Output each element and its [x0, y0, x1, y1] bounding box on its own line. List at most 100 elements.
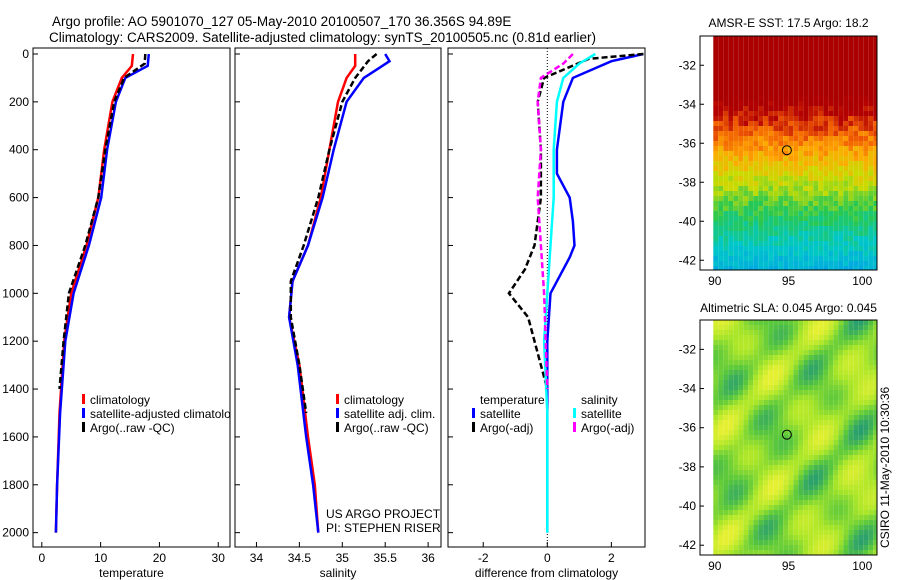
map-cell: [838, 256, 844, 261]
map-cell: [778, 445, 784, 450]
map-cell: [768, 226, 774, 231]
map-cell: [808, 550, 814, 555]
map-cell: [768, 151, 774, 156]
map-cell: [863, 455, 869, 460]
map-cell: [783, 515, 789, 520]
map-cell: [838, 415, 844, 420]
map-cell: [758, 540, 764, 545]
map-cell: [738, 465, 744, 470]
map-cell: [783, 126, 789, 131]
map-cell: [748, 460, 754, 465]
map-cell: [798, 236, 804, 241]
map-cell: [728, 206, 734, 211]
map-cell: [758, 241, 764, 246]
map-cell: [728, 61, 734, 66]
map-cell: [748, 86, 754, 91]
map-cell: [738, 455, 744, 460]
map-cell: [728, 385, 734, 390]
map-cell: [758, 350, 764, 355]
map-cell: [863, 480, 869, 485]
map-cell: [848, 206, 854, 211]
map-cell: [828, 41, 834, 46]
map-cell: [773, 261, 779, 266]
map-cell: [803, 370, 809, 375]
y-tick-label: 1200: [2, 334, 29, 348]
map-cell: [778, 156, 784, 161]
map-cell: [868, 136, 874, 141]
map-cell: [783, 91, 789, 96]
map-cell: [818, 51, 824, 56]
map-cell: [853, 76, 859, 81]
map-cell: [808, 415, 814, 420]
map-cell: [733, 101, 739, 106]
map-cell: [763, 465, 769, 470]
map-cell: [728, 485, 734, 490]
map-cell: [868, 485, 874, 490]
map-cell: [803, 375, 809, 380]
map-cell: [723, 96, 729, 101]
map-cell: [743, 101, 749, 106]
map-cell: [743, 231, 749, 236]
map-cell: [793, 71, 799, 76]
map-cell: [788, 111, 794, 116]
map-cell: [768, 360, 774, 365]
map-cell: [798, 545, 804, 550]
map-cell: [773, 440, 779, 445]
map-cell: [853, 61, 859, 66]
map-cell: [753, 111, 759, 116]
map-cell: [723, 365, 729, 370]
map-cell: [768, 231, 774, 236]
map-cell: [758, 385, 764, 390]
map-cell: [863, 216, 869, 221]
map-cell: [803, 420, 809, 425]
map-cell: [793, 525, 799, 530]
map-cell: [778, 126, 784, 131]
map-cell: [853, 500, 859, 505]
map-cell: [873, 221, 877, 226]
map-cell: [813, 475, 819, 480]
map-cell: [863, 535, 869, 540]
map-cell: [843, 535, 849, 540]
map-cell: [768, 71, 774, 76]
map-cell: [748, 525, 754, 530]
map-cell: [813, 191, 819, 196]
map-cell: [748, 330, 754, 335]
map-cell: [803, 405, 809, 410]
map-cell: [823, 420, 829, 425]
map-cell: [728, 370, 734, 375]
map-cell: [758, 495, 764, 500]
map-cell: [748, 156, 754, 161]
map-cell: [773, 66, 779, 71]
map-cell: [863, 211, 869, 216]
map-cell: [843, 101, 849, 106]
map-cell: [853, 71, 859, 76]
map-cell: [793, 475, 799, 480]
map-cell: [863, 345, 869, 350]
map-cell: [808, 490, 814, 495]
map-cell: [758, 450, 764, 455]
map-cell: [748, 111, 754, 116]
map-cell: [718, 335, 724, 340]
map-cell: [858, 375, 864, 380]
map-cell: [823, 325, 829, 330]
map-cell: [803, 86, 809, 91]
map-cell: [848, 146, 854, 151]
map-cell: [813, 460, 819, 465]
y-tick-label: -36: [679, 421, 697, 435]
map-cell: [813, 495, 819, 500]
map-cell: [748, 380, 754, 385]
map-cell: [848, 385, 854, 390]
map-cell: [713, 420, 719, 425]
map-cell: [743, 360, 749, 365]
map-cell: [758, 330, 764, 335]
map-cell: [838, 355, 844, 360]
map-cell: [768, 505, 774, 510]
map-cell: [718, 340, 724, 345]
map-cell: [718, 181, 724, 186]
map-cell: [848, 176, 854, 181]
map-cell: [868, 156, 874, 161]
map-cell: [818, 545, 824, 550]
map-cell: [768, 81, 774, 86]
map-cell: [753, 495, 759, 500]
map-cell: [718, 425, 724, 430]
